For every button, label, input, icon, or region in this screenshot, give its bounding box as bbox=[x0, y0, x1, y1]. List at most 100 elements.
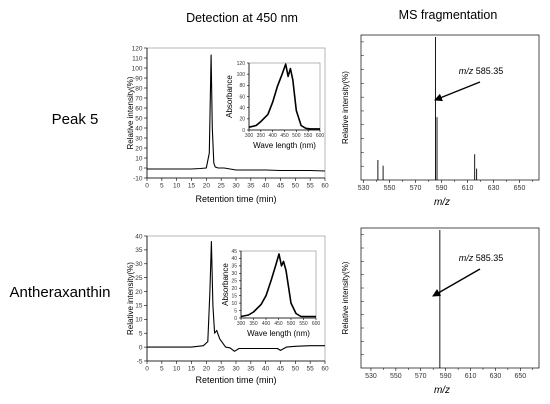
y-tick-label: 30 bbox=[135, 261, 143, 268]
x-tick-label: 400 bbox=[262, 321, 271, 327]
y-tick-label: 20 bbox=[135, 145, 143, 152]
x-axis-label: m/z bbox=[434, 197, 450, 208]
x-tick-label: 15 bbox=[188, 366, 196, 373]
y-tick-label: 50 bbox=[135, 115, 143, 122]
x-tick-label: 570 bbox=[415, 373, 427, 380]
x-tick-label: 20 bbox=[203, 183, 211, 190]
x-tick-label: 40 bbox=[262, 183, 270, 190]
header-ms: MS fragmentation bbox=[399, 8, 498, 22]
y-tick-label: -10 bbox=[133, 175, 143, 182]
mz-annotation: m/z 585.35 bbox=[459, 253, 504, 263]
y-tick-label: 20 bbox=[239, 117, 245, 123]
x-tick-label: 55 bbox=[307, 183, 315, 190]
x-axis-label: Retention time (min) bbox=[195, 194, 276, 204]
x-tick-label: 10 bbox=[173, 183, 181, 190]
y-tick-label: 90 bbox=[135, 75, 143, 82]
plot-frame bbox=[360, 227, 540, 369]
y-tick-label: 15 bbox=[135, 303, 143, 310]
header-detection: Detection at 450 nm bbox=[186, 11, 298, 25]
y-tick-label: 30 bbox=[135, 135, 143, 142]
y-tick-label: 40 bbox=[239, 105, 245, 111]
x-tick-label: 15 bbox=[188, 183, 196, 190]
x-tick-label: 300 bbox=[237, 321, 246, 327]
x-tick-label: 10 bbox=[173, 366, 181, 373]
row-label-antheraxanthin: Antheraxanthin bbox=[10, 284, 111, 301]
y-tick-label: 100 bbox=[132, 65, 143, 72]
y-tick-label: 0 bbox=[139, 344, 143, 351]
y-tick-label: 60 bbox=[239, 94, 245, 100]
y-tick-label: 80 bbox=[239, 83, 245, 89]
x-tick-label: 0 bbox=[145, 183, 149, 190]
y-axis-label: Relative intensity(%) bbox=[341, 261, 350, 334]
peak5-uv-spectrum-inset: 300 350 400 450 500 550 600 0 20 40 60 80 100 120 Abso… bbox=[225, 61, 324, 150]
y-tick-label: 70 bbox=[135, 95, 143, 102]
y-tick-label: 20 bbox=[231, 286, 237, 292]
y-tick-label: 0 bbox=[242, 128, 245, 134]
x-tick-label: 590 bbox=[440, 373, 452, 380]
x-tick-label: 550 bbox=[390, 373, 402, 380]
y-tick-label: 45 bbox=[231, 249, 237, 255]
y-tick-label: 40 bbox=[135, 125, 143, 132]
mz-arrow bbox=[432, 268, 481, 297]
x-tick-label: 35 bbox=[247, 366, 255, 373]
x-tick-label: 25 bbox=[218, 183, 226, 190]
x-tick-label: 600 bbox=[312, 321, 321, 327]
x-tick-label: 530 bbox=[365, 373, 377, 380]
anther-ms-chart: 530 550 570 590 610 630 650 Relative intensity(… bbox=[341, 227, 540, 396]
x-tick-label: 45 bbox=[277, 366, 285, 373]
x-tick-label: 550 bbox=[384, 185, 396, 192]
y-tick-label: 40 bbox=[231, 256, 237, 262]
y-tick-label: 25 bbox=[135, 275, 143, 282]
y-tick-label: 40 bbox=[135, 233, 143, 240]
y-tick-label: 100 bbox=[237, 72, 246, 78]
y-tick-label: 60 bbox=[135, 105, 143, 112]
x-tick-label: 30 bbox=[232, 366, 240, 373]
x-tick-label: 630 bbox=[488, 185, 500, 192]
x-tick-label: 610 bbox=[462, 185, 474, 192]
plot-frame bbox=[240, 250, 317, 319]
x-tick-label: 610 bbox=[465, 373, 477, 380]
y-tick-label: 0 bbox=[234, 316, 237, 322]
x-tick-label: 5 bbox=[160, 366, 164, 373]
x-tick-label: 650 bbox=[514, 185, 526, 192]
mz-prefix: m/z bbox=[459, 66, 474, 76]
plot-frame bbox=[360, 34, 540, 181]
x-axis-label: Wave length (nm) bbox=[247, 329, 310, 338]
y-tick-label: 35 bbox=[135, 247, 143, 254]
x-tick-label: 500 bbox=[287, 321, 296, 327]
x-tick-label: 20 bbox=[203, 366, 211, 373]
x-tick-label: 400 bbox=[268, 133, 277, 139]
x-tick-label: 5 bbox=[160, 183, 164, 190]
x-tick-label: 300 bbox=[245, 133, 254, 139]
series-line bbox=[147, 241, 325, 352]
x-axis-label: Retention time (min) bbox=[195, 375, 276, 385]
x-tick-label: 500 bbox=[292, 133, 301, 139]
x-tick-label: 630 bbox=[490, 373, 502, 380]
y-tick-label: 15 bbox=[231, 293, 237, 299]
x-tick-label: 450 bbox=[280, 133, 289, 139]
x-tick-label: 35 bbox=[247, 183, 255, 190]
x-tick-label: 30 bbox=[232, 183, 240, 190]
x-tick-label: 350 bbox=[249, 321, 258, 327]
mz-arrow bbox=[434, 81, 481, 102]
x-tick-label: 590 bbox=[436, 185, 448, 192]
y-tick-label: 25 bbox=[231, 279, 237, 285]
y-tick-label: 120 bbox=[237, 61, 246, 67]
x-tick-label: 60 bbox=[321, 183, 329, 190]
anther-chromatogram-chart: 0 5 10 15 20 25 30 35 40 45 50 55 60-505101520253035… bbox=[126, 233, 329, 385]
series-line bbox=[248, 63, 320, 130]
y-axis-label: Absorbance bbox=[221, 263, 230, 306]
y-tick-label: 5 bbox=[139, 330, 143, 337]
series-line bbox=[240, 253, 316, 318]
y-tick-label: 10 bbox=[231, 301, 237, 307]
series-line bbox=[147, 54, 326, 172]
y-tick-label: 110 bbox=[132, 55, 143, 62]
mz-prefix: m/z bbox=[459, 253, 474, 263]
x-tick-label: 600 bbox=[316, 133, 325, 139]
x-tick-label: 350 bbox=[257, 133, 266, 139]
x-tick-label: 50 bbox=[292, 366, 300, 373]
x-tick-label: 450 bbox=[274, 321, 283, 327]
y-tick-label: 5 bbox=[234, 308, 237, 314]
